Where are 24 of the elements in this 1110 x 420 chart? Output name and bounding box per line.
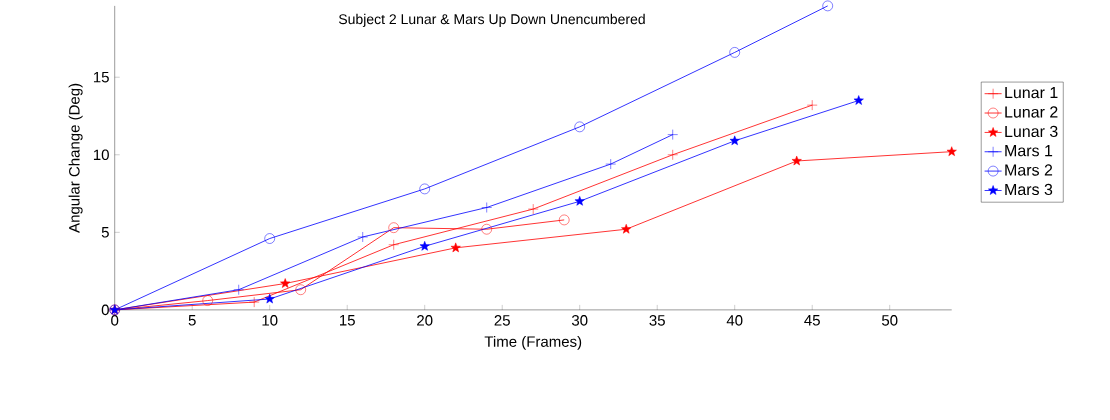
y-axis-title: Angular Change (Deg) [68,83,83,233]
legend-label: Mars 2 [1005,164,1053,176]
legend-label: Lunar 1 [1005,87,1058,99]
y-tick-label: 0 [101,304,109,316]
y-tick-label: 15 [93,72,109,83]
text: Subject 2 Lunar & Mars Up Down Unencumbered [338,13,645,27]
x-tick-label: 15 [340,315,355,326]
legend-label: Lunar 3 [1005,125,1058,138]
x-axis-title: Time (Frames) [484,335,582,350]
y-tick-label: 5 [101,227,109,238]
x-tick-label: 20 [417,315,433,326]
x-tick-label: 5 [188,315,196,326]
legend-label: Mars 1 [1005,145,1053,157]
legend-label: Lunar 2 [1005,106,1058,118]
x-tick-label: 35 [649,315,665,326]
x-tick-label: 30 [571,315,588,326]
x-tick-label: 40 [726,315,743,326]
x-tick-label: 25 [494,315,510,326]
y-tick-label: 10 [93,149,109,161]
x-tick-label: 45 [804,315,820,326]
x-tick-label: 10 [262,315,278,326]
x-tick-label: 50 [881,315,898,326]
legend-label: Mars 3 [1005,183,1053,196]
x-tick-label: 0 [111,315,119,326]
